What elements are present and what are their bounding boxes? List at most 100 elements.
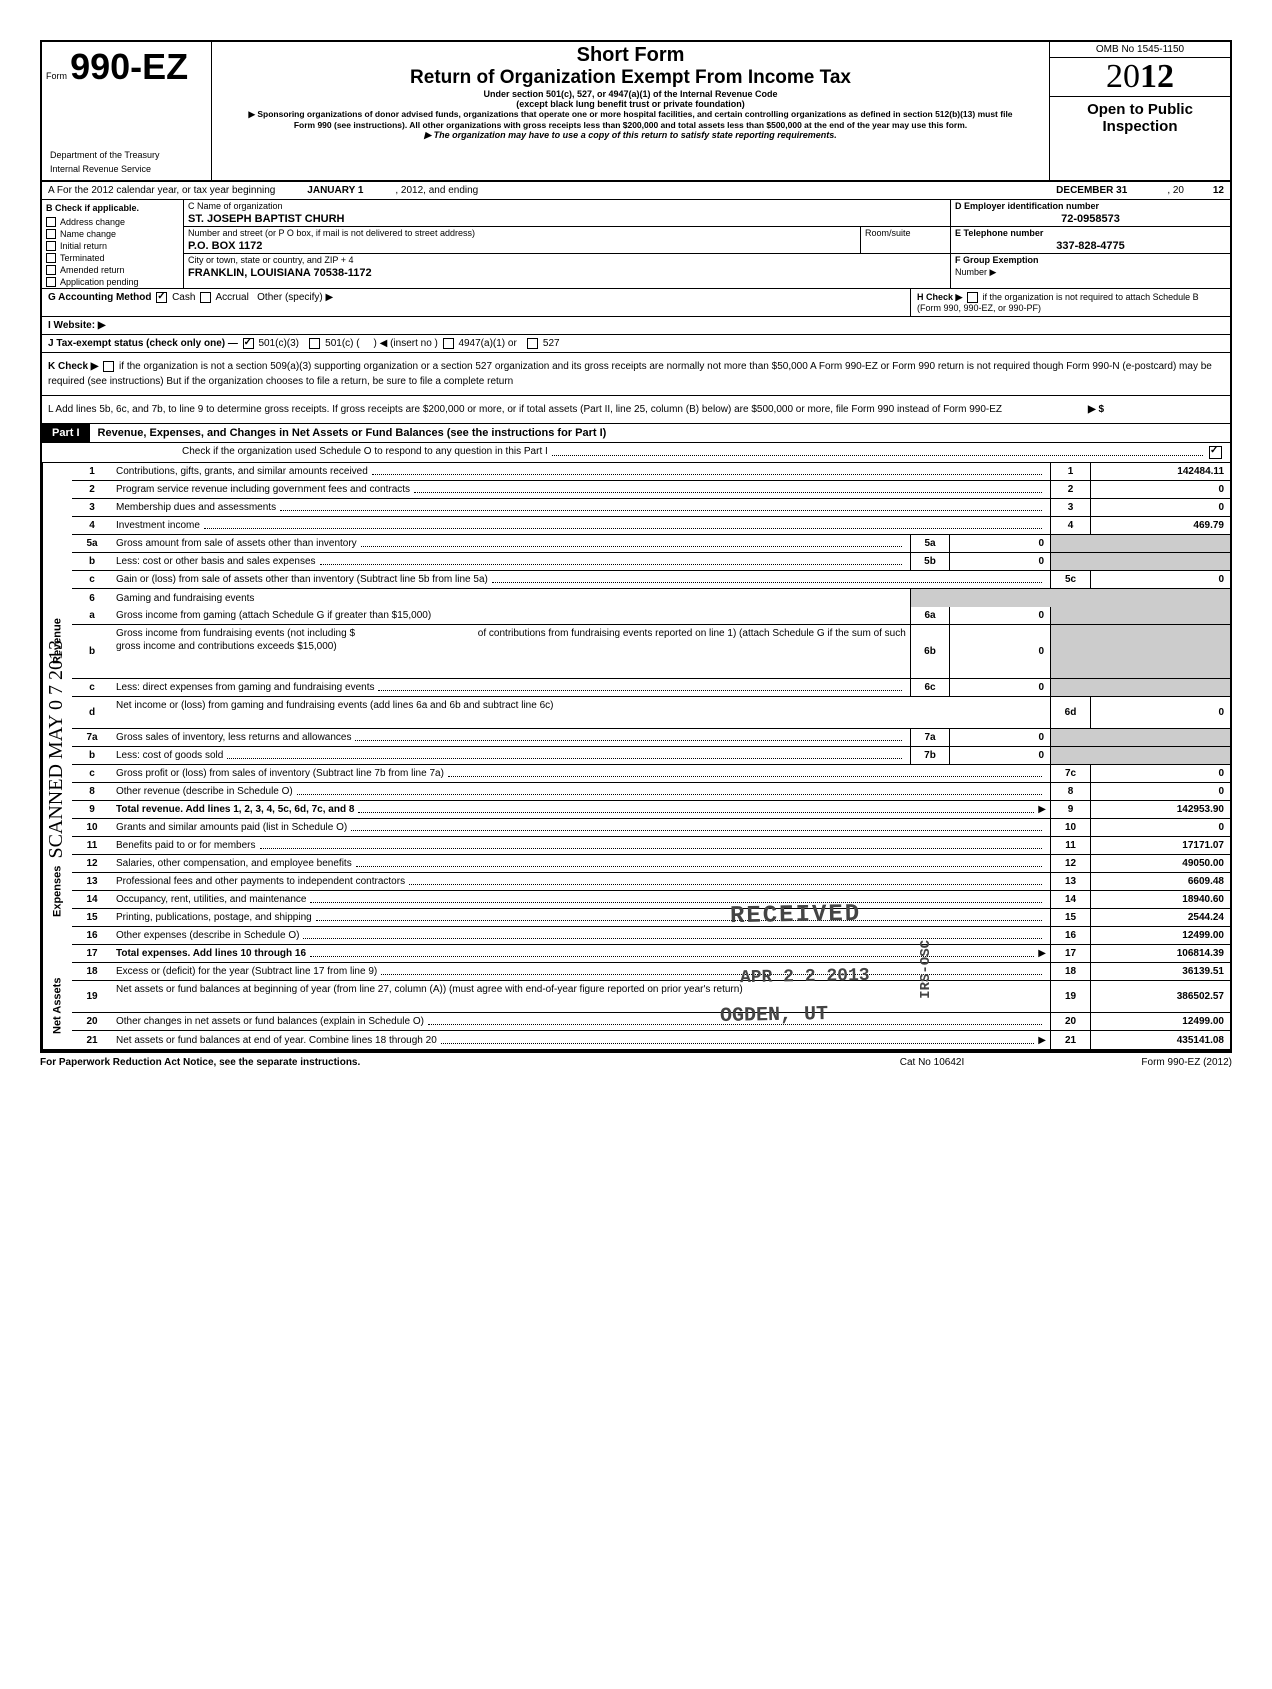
note1: ▶ Sponsoring organizations of donor advi… — [220, 109, 1041, 130]
row-a-calendar-year: A For the 2012 calendar year, or tax yea… — [42, 182, 1230, 200]
line-17: 17Total expenses. Add lines 10 through 1… — [72, 945, 1230, 963]
check-address-change[interactable]: Address change — [42, 216, 183, 228]
checkbox-cash[interactable] — [156, 292, 167, 303]
page-footer: For Paperwork Reduction Act Notice, see … — [40, 1053, 1232, 1072]
return-title: Return of Organization Exempt From Incom… — [220, 67, 1041, 89]
checkbox-501c[interactable] — [309, 338, 320, 349]
org-name: ST. JOSEPH BAPTIST CHURH — [184, 212, 950, 226]
omb-number: OMB No 1545-1150 — [1050, 42, 1230, 58]
checkbox-527[interactable] — [527, 338, 538, 349]
line-18: 18Excess or (deficit) for the year (Subt… — [72, 963, 1230, 981]
line-6d: dNet income or (loss) from gaming and fu… — [72, 697, 1230, 729]
section-bcdef: B Check if applicable. Address change Na… — [42, 200, 1230, 289]
row-j-tax-exempt: J Tax-exempt status (check only one) — 5… — [42, 335, 1230, 353]
line-4: 4Investment income4469.79 — [72, 517, 1230, 535]
check-application-pending[interactable]: Application pending — [42, 276, 183, 288]
section-b: B Check if applicable. Address change Na… — [42, 200, 184, 288]
section-c: C Name of organization ST. JOSEPH BAPTIS… — [184, 200, 950, 288]
checkbox-icon — [46, 265, 56, 275]
cat-no: Cat No 10642I — [832, 1057, 1032, 1068]
form-ref: Form 990-EZ (2012) — [1032, 1057, 1232, 1068]
addr-label: Number and street (or P O box, if mail i… — [184, 227, 860, 239]
line-21: 21Net assets or fund balances at end of … — [72, 1031, 1230, 1049]
tax-year-begin: JANUARY 1 — [275, 185, 395, 196]
line-3: 3Membership dues and assessments30 — [72, 499, 1230, 517]
line-14: 14Occupancy, rent, utilities, and mainte… — [72, 891, 1230, 909]
net-assets-label: Net Assets — [42, 963, 72, 1049]
line-19: 19Net assets or fund balances at beginni… — [72, 981, 1230, 1013]
line-8: 8Other revenue (describe in Schedule O)8… — [72, 783, 1230, 801]
line-7b: bLess: cost of goods sold7b0 — [72, 747, 1230, 765]
line-6b: bGross income from fundraising events (n… — [72, 625, 1230, 679]
org-address: P.O. BOX 1172 — [184, 239, 860, 253]
check-initial-return[interactable]: Initial return — [42, 240, 183, 252]
row-l: L Add lines 5b, 6c, and 7b, to line 9 to… — [42, 396, 1230, 424]
line-7c: cGross profit or (loss) from sales of in… — [72, 765, 1230, 783]
section-def: D Employer identification number 72-0958… — [950, 200, 1230, 288]
group-exemption-label: F Group Exemption — [951, 254, 1230, 266]
tax-year-yr: 12 — [1184, 185, 1224, 196]
org-name-label: C Name of organization — [184, 200, 950, 212]
form-number: 990-EZ — [70, 46, 188, 87]
phone-label: E Telephone number — [951, 227, 1230, 239]
line-9: 9Total revenue. Add lines 1, 2, 3, 4, 5c… — [72, 801, 1230, 819]
line-12: 12Salaries, other compensation, and empl… — [72, 855, 1230, 873]
org-city: FRANKLIN, LOUISIANA 70538-1172 — [184, 266, 950, 280]
checkbox-schedule-b[interactable] — [967, 292, 978, 303]
ein-label: D Employer identification number — [951, 200, 1230, 212]
form-prefix: Form — [46, 71, 67, 81]
dept-irs: Internal Revenue Service — [46, 162, 207, 176]
line-7a: 7aGross sales of inventory, less returns… — [72, 729, 1230, 747]
checkbox-icon — [46, 217, 56, 227]
check-name-change[interactable]: Name change — [42, 228, 183, 240]
row-a-label: A For the 2012 calendar year, or tax yea… — [48, 185, 275, 196]
checkbox-k[interactable] — [103, 361, 114, 372]
line-16: 16Other expenses (describe in Schedule O… — [72, 927, 1230, 945]
ein-value: 72-0958573 — [951, 212, 1230, 226]
open-public: Open to Public Inspection — [1050, 96, 1230, 139]
line-5c: cGain or (loss) from sale of assets othe… — [72, 571, 1230, 589]
expenses-label: Expenses — [42, 819, 72, 963]
revenue-label: Revenue — [42, 463, 72, 819]
line-6: 6Gaming and fundraising events — [72, 589, 1230, 607]
line-5a: 5aGross amount from sale of assets other… — [72, 535, 1230, 553]
paperwork-notice: For Paperwork Reduction Act Notice, see … — [40, 1057, 832, 1068]
part1-title: Revenue, Expenses, and Changes in Net As… — [90, 424, 615, 442]
row-a-mid: , 2012, and ending — [395, 185, 478, 196]
part1-label: Part I — [42, 424, 90, 442]
line-11: 11Benefits paid to or for members1117171… — [72, 837, 1230, 855]
short-form-label: Short Form — [220, 44, 1041, 67]
checkbox-501c3[interactable] — [243, 338, 254, 349]
row-h: H Check ▶ if the organization is not req… — [910, 289, 1230, 316]
line-13: 13Professional fees and other payments t… — [72, 873, 1230, 891]
net-assets-section: Net Assets 18Excess or (deficit) for the… — [42, 963, 1230, 1051]
part1-header: Part I Revenue, Expenses, and Changes in… — [42, 424, 1230, 443]
room-label: Room/suite — [861, 227, 950, 239]
subtitle2: (except black lung benefit trust or priv… — [220, 99, 1041, 109]
line-20: 20Other changes in net assets or fund ba… — [72, 1013, 1230, 1031]
form-header: Form 990-EZ Department of the Treasury I… — [42, 42, 1230, 182]
line-5b: bLess: cost or other basis and sales exp… — [72, 553, 1230, 571]
row-g: G Accounting Method Cash Accrual Other (… — [42, 289, 910, 316]
check-amended[interactable]: Amended return — [42, 264, 183, 276]
phone-value: 337-828-4775 — [951, 239, 1230, 253]
checkbox-icon — [46, 241, 56, 251]
line-1: 1Contributions, gifts, grants, and simil… — [72, 463, 1230, 481]
revenue-section: Revenue 1Contributions, gifts, grants, a… — [42, 463, 1230, 819]
checkbox-4947[interactable] — [443, 338, 454, 349]
checkbox-schedule-o[interactable] — [1209, 446, 1222, 459]
checkbox-icon — [46, 229, 56, 239]
tax-year-end: DECEMBER 31 — [1056, 185, 1127, 196]
expenses-section: Expenses 10Grants and similar amounts pa… — [42, 819, 1230, 963]
line-2: 2Program service revenue including gover… — [72, 481, 1230, 499]
row-i-website: I Website: ▶ — [42, 317, 1230, 335]
group-exemption-number: Number ▶ — [951, 266, 1230, 279]
line-6c: cLess: direct expenses from gaming and f… — [72, 679, 1230, 697]
city-label: City or town, state or country, and ZIP … — [184, 254, 950, 266]
check-terminated[interactable]: Terminated — [42, 252, 183, 264]
checkbox-accrual[interactable] — [200, 292, 211, 303]
tax-year: 2012 — [1050, 58, 1230, 96]
checkbox-icon — [46, 253, 56, 263]
section-b-header: B Check if applicable. — [42, 200, 183, 216]
checkbox-icon — [46, 277, 56, 287]
